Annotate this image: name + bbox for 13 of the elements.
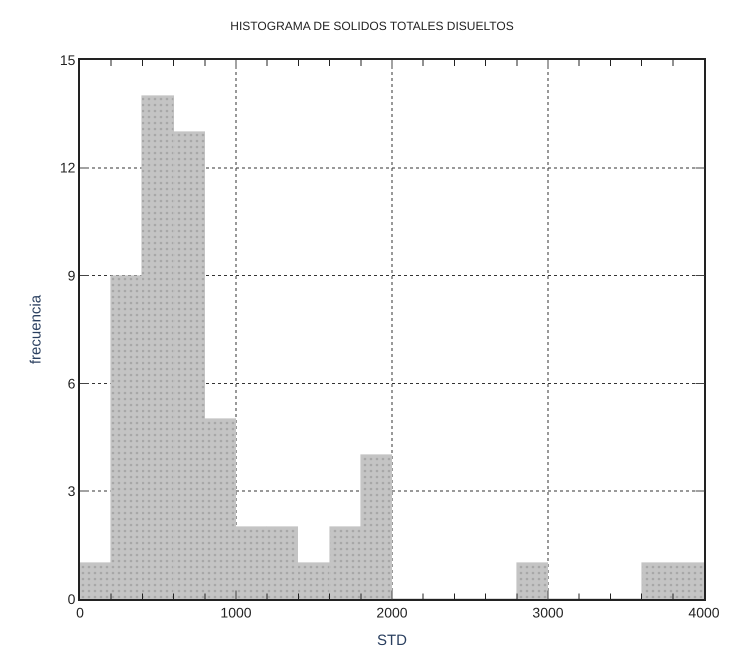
x-tick-label: 1000 (220, 604, 252, 621)
x-tick-label: 3000 (532, 604, 564, 621)
y-tick-label: 6 (68, 375, 76, 392)
y-tick-label: 9 (68, 268, 76, 284)
y-tick-label: 0 (68, 590, 76, 607)
y-axis-title: frecuencia (28, 294, 45, 364)
chart-title: HISTOGRAMA DE SOLIDOS TOTALES DISUELTOS (230, 19, 514, 33)
x-tick-label: 2000 (376, 604, 408, 621)
x-tick-label: 4000 (688, 604, 720, 621)
x-axis-title: STD (377, 632, 408, 650)
y-tick-label: 15 (60, 52, 76, 68)
y-tick-label: 3 (68, 483, 76, 500)
y-tick-label: 12 (60, 160, 76, 176)
